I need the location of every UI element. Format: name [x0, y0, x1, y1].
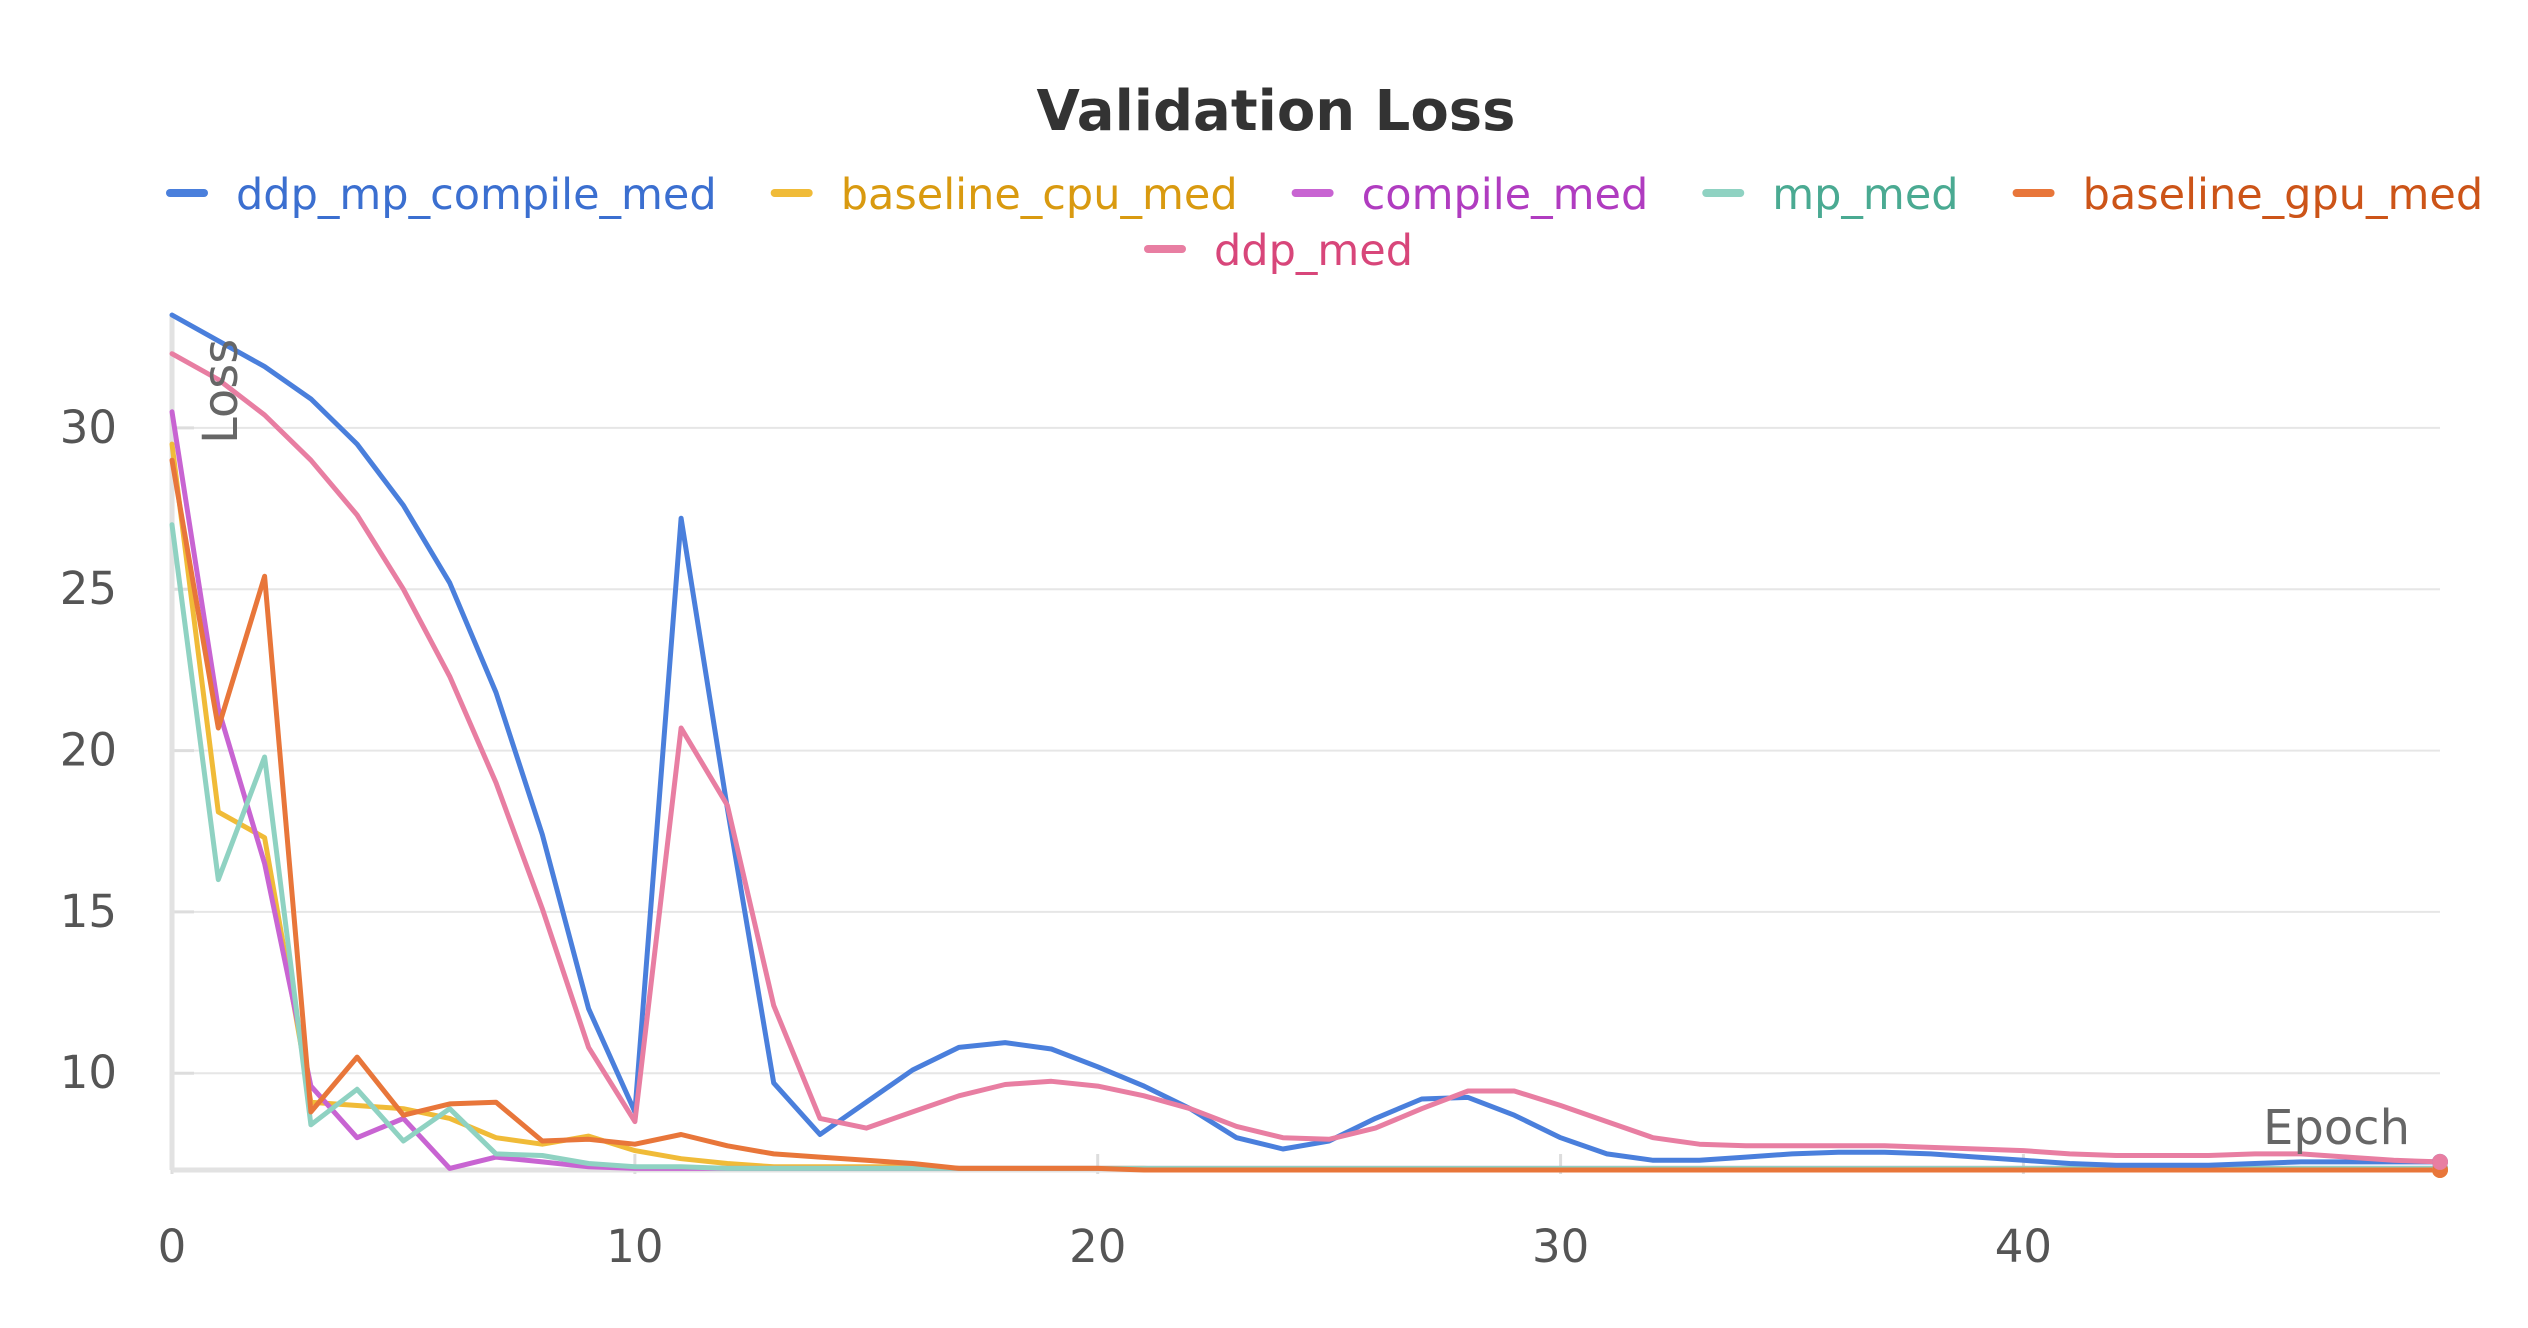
legend-item-mp_med[interactable]: mp_med: [1702, 170, 1959, 220]
x-axis-label: Epoch: [2263, 1100, 2410, 1156]
series-end-marker-ddp_med: [2432, 1153, 2448, 1170]
series-line-baseline_gpu_med: [169, 457, 2443, 1173]
series-line-ddp_mp_compile_med: [169, 312, 2443, 1168]
legend-label: compile_med: [1362, 170, 1649, 220]
chart-legend: ddp_mp_compile_med baseline_cpu_med compil…: [166, 170, 2484, 276]
legend-label: baseline_gpu_med: [2083, 170, 2484, 220]
legend-item-compile_med[interactable]: compile_med: [1291, 170, 1649, 220]
legend-item-baseline_gpu_med[interactable]: baseline_gpu_med: [2012, 170, 2484, 220]
x-tick-label: 30: [1532, 1220, 1589, 1273]
plot-area: [169, 312, 2448, 1178]
series-line-mp_med: [169, 522, 2443, 1171]
chart-title: Validation Loss: [1037, 79, 1516, 144]
legend-label: ddp_med: [1214, 226, 1413, 276]
legend-label: baseline_cpu_med: [841, 170, 1238, 220]
x-tick-label: 0: [158, 1220, 187, 1273]
x-tick-label: 40: [1995, 1220, 2052, 1273]
y-tick-label: 25: [60, 562, 117, 615]
x-axis-ticks: 0 10 20 30 40: [158, 1154, 2052, 1273]
y-axis-ticks: 10 15 20 25 30: [60, 401, 194, 1099]
legend-item-ddp_mp_compile_med[interactable]: ddp_mp_compile_med: [166, 170, 717, 220]
x-tick-label: 20: [1069, 1220, 1126, 1273]
y-tick-label: 30: [60, 401, 117, 454]
series-line-baseline_cpu_med: [169, 441, 2443, 1173]
chart-grid: [172, 426, 2440, 1075]
y-tick-label: 20: [60, 724, 117, 777]
legend-item-ddp_med[interactable]: ddp_med: [1144, 226, 1413, 276]
y-tick-label: 10: [60, 1046, 117, 1099]
legend-item-baseline_cpu_med[interactable]: baseline_cpu_med: [770, 170, 1238, 220]
legend-label: mp_med: [1772, 170, 1958, 220]
y-tick-label: 15: [60, 885, 117, 938]
legend-label: ddp_mp_compile_med: [236, 170, 717, 220]
series-line-compile_med: [169, 409, 2443, 1171]
y-axis-label: Loss: [193, 339, 249, 444]
series-line-ddp_med: [169, 351, 2443, 1165]
x-tick-label: 10: [606, 1220, 663, 1273]
